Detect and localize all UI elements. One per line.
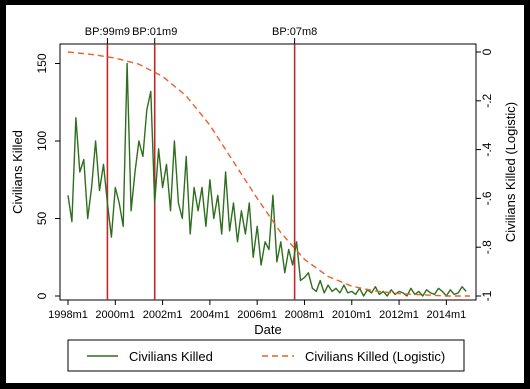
x-tick-label: 2006m1 <box>237 309 277 321</box>
y-left-tick-label: 150 <box>35 53 49 73</box>
y-right-tick-label: 0 <box>480 48 494 55</box>
y-right-tick-label: -.6 <box>480 191 494 205</box>
series <box>67 51 470 297</box>
breakpoints: BP:99m9 BP:01m9 BP:07m8 <box>85 26 317 300</box>
y-left-tick-label: 50 <box>35 212 49 226</box>
x-tick-label: 2008m1 <box>285 309 325 321</box>
plot-area <box>59 43 477 301</box>
y-left-tick-label: 100 <box>35 131 49 151</box>
legend-label-civilians-killed-logistic: Civilians Killed (Logistic) <box>305 349 445 364</box>
y-right-tick-label: -.4 <box>480 142 494 156</box>
legend: Civilians Killed Civilians Killed (Logis… <box>67 339 465 372</box>
x-tick-label: 2002m1 <box>143 309 183 321</box>
x-tick-label: 2014m1 <box>426 309 466 321</box>
series-line-civilians-killed <box>67 62 467 297</box>
y-axis-right-label: Civilians Killed (Logistic) <box>503 102 518 242</box>
breakpoint-label: BP:07m8 <box>272 26 317 38</box>
x-tick-label: 2010m1 <box>332 309 372 321</box>
y-right-tick-label: -1 <box>480 290 494 301</box>
chart-panel <box>6 5 524 383</box>
x-tick-label: 2004m1 <box>190 309 230 321</box>
x-axis-label: Date <box>254 322 281 337</box>
breakpoint-label: BP:99m9 <box>85 26 130 38</box>
x-tick-label: 2000m1 <box>95 309 135 321</box>
series-line-civilians-killed-logistic <box>67 51 470 297</box>
y-right-tick-label: -.8 <box>480 240 494 254</box>
axes: 1998m1 2000m1 2002m1 2004m1 2006m1 2008m1 2010… <box>35 48 494 321</box>
y-left-tick-label: 0 <box>35 292 49 299</box>
breakpoint-label: BP:01m9 <box>132 26 177 38</box>
legend-label-civilians-killed: Civilians Killed <box>129 349 213 364</box>
x-tick-label: 1998m1 <box>48 309 88 321</box>
y-right-tick-label: -.2 <box>480 93 494 107</box>
y-axis-left-label: Civilians Killed <box>10 130 25 214</box>
x-tick-label: 2012m1 <box>379 309 419 321</box>
